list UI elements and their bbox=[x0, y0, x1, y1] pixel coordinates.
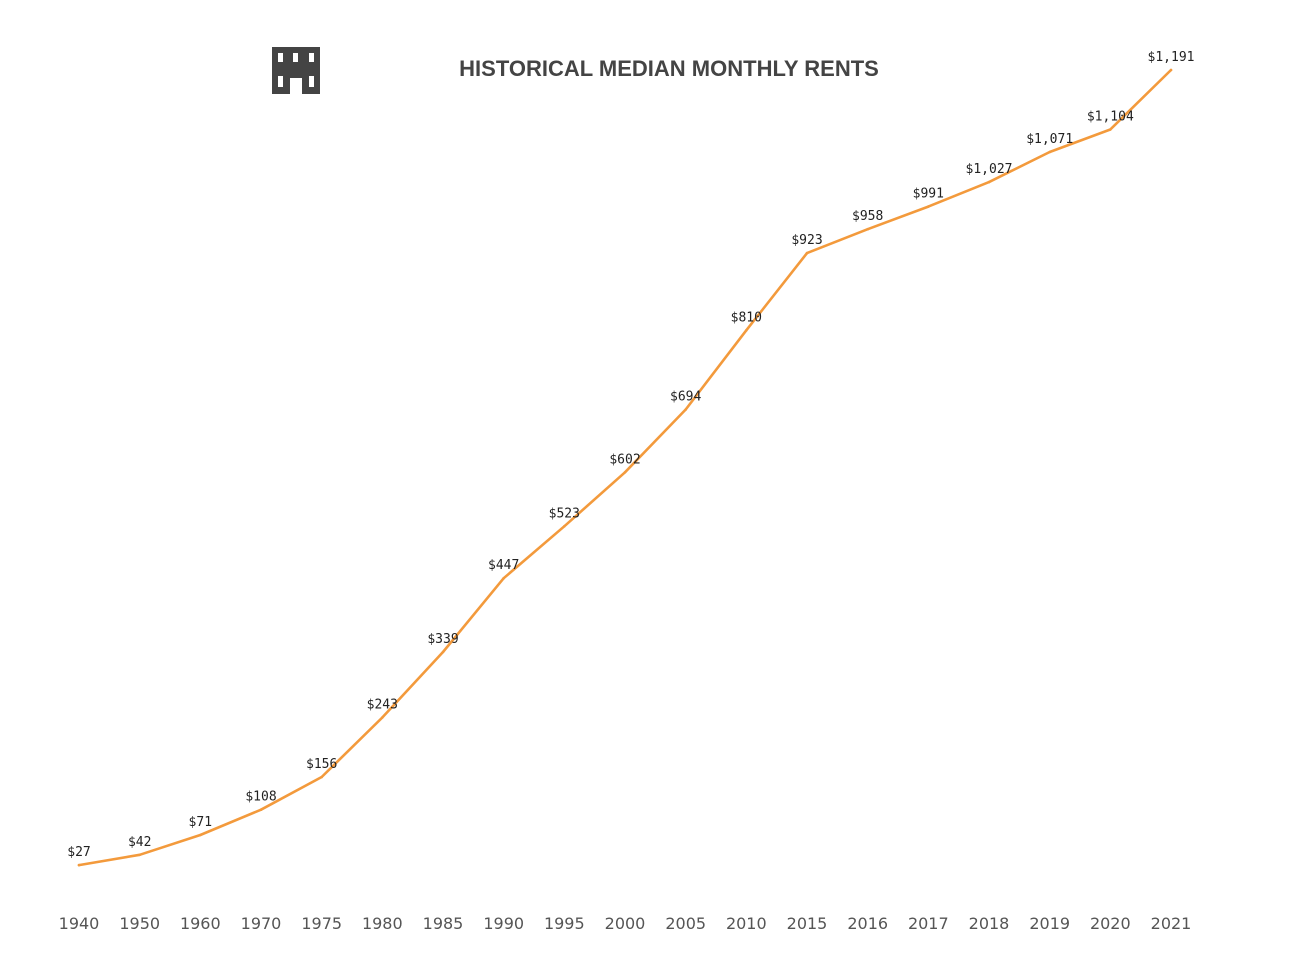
data-point bbox=[745, 329, 748, 332]
x-tick-label: 2019 bbox=[1029, 914, 1070, 933]
data-point bbox=[381, 716, 384, 719]
data-label: $71 bbox=[189, 815, 212, 830]
x-tick-label: 2017 bbox=[908, 914, 949, 933]
data-point bbox=[259, 808, 263, 811]
data-point bbox=[623, 471, 627, 474]
data-label: $108 bbox=[245, 790, 276, 805]
chart-title: HISTORICAL MEDIAN MONTHLY RENTS bbox=[459, 56, 879, 81]
data-label: $1,071 bbox=[1026, 132, 1073, 147]
data-label: $694 bbox=[670, 390, 701, 405]
data-point bbox=[987, 180, 991, 184]
x-tick-label: 2010 bbox=[726, 914, 767, 933]
x-tick-label: 2020 bbox=[1090, 914, 1131, 933]
data-label: $602 bbox=[609, 452, 640, 467]
data-point bbox=[441, 650, 445, 654]
data-point bbox=[866, 227, 869, 231]
x-tick-label: 1985 bbox=[423, 914, 464, 933]
data-point bbox=[77, 863, 81, 867]
data-label: $243 bbox=[367, 698, 398, 713]
data-point bbox=[1109, 128, 1112, 131]
data-point bbox=[1048, 150, 1051, 154]
data-point bbox=[138, 853, 141, 857]
data-label: $447 bbox=[488, 558, 519, 573]
x-tick-label: 2018 bbox=[969, 914, 1010, 933]
x-tick-label: 2000 bbox=[605, 914, 646, 933]
series-line-group bbox=[77, 68, 1173, 867]
data-label: $1,027 bbox=[966, 162, 1013, 177]
x-tick-label: 1950 bbox=[119, 914, 160, 933]
series-line bbox=[77, 68, 1173, 867]
data-label-group: $27 $42 $71 $108 $156 $243 $339 $447 $523 $602 $69… bbox=[67, 50, 1194, 860]
data-point bbox=[927, 205, 930, 208]
x-tick-label: 1960 bbox=[180, 914, 221, 933]
data-point bbox=[563, 525, 566, 528]
data-label: $42 bbox=[128, 835, 151, 850]
data-label: $810 bbox=[731, 310, 762, 325]
x-tick-label: 1975 bbox=[301, 914, 342, 933]
x-axis-ticks: 1940 1950 1960 1970 1975 1980 1985 1990 1995 2000… bbox=[59, 914, 1192, 933]
data-label: $156 bbox=[306, 757, 337, 772]
x-tick-label: 2005 bbox=[665, 914, 706, 933]
data-point bbox=[502, 576, 506, 580]
x-tick-label: 1970 bbox=[241, 914, 282, 933]
x-tick-label: 1940 bbox=[59, 914, 100, 933]
data-label: $1,104 bbox=[1087, 110, 1134, 125]
x-tick-label: 1995 bbox=[544, 914, 585, 933]
data-label: $523 bbox=[549, 506, 580, 521]
x-tick-label: 1980 bbox=[362, 914, 403, 933]
x-tick-label: 2015 bbox=[787, 914, 828, 933]
data-point bbox=[805, 251, 809, 255]
data-label: $1,191 bbox=[1148, 50, 1195, 65]
x-tick-label: 1990 bbox=[483, 914, 524, 933]
building-icon bbox=[272, 47, 320, 94]
data-label: $339 bbox=[427, 632, 458, 647]
data-point bbox=[199, 833, 202, 837]
data-label: $27 bbox=[67, 845, 90, 860]
x-tick-label: 2021 bbox=[1151, 914, 1192, 933]
data-label: $923 bbox=[791, 233, 822, 248]
data-point bbox=[1169, 68, 1173, 72]
data-label: $991 bbox=[913, 187, 944, 202]
data-point bbox=[320, 775, 324, 779]
data-label: $958 bbox=[852, 209, 883, 224]
x-tick-label: 2016 bbox=[847, 914, 888, 933]
data-point bbox=[684, 408, 687, 411]
